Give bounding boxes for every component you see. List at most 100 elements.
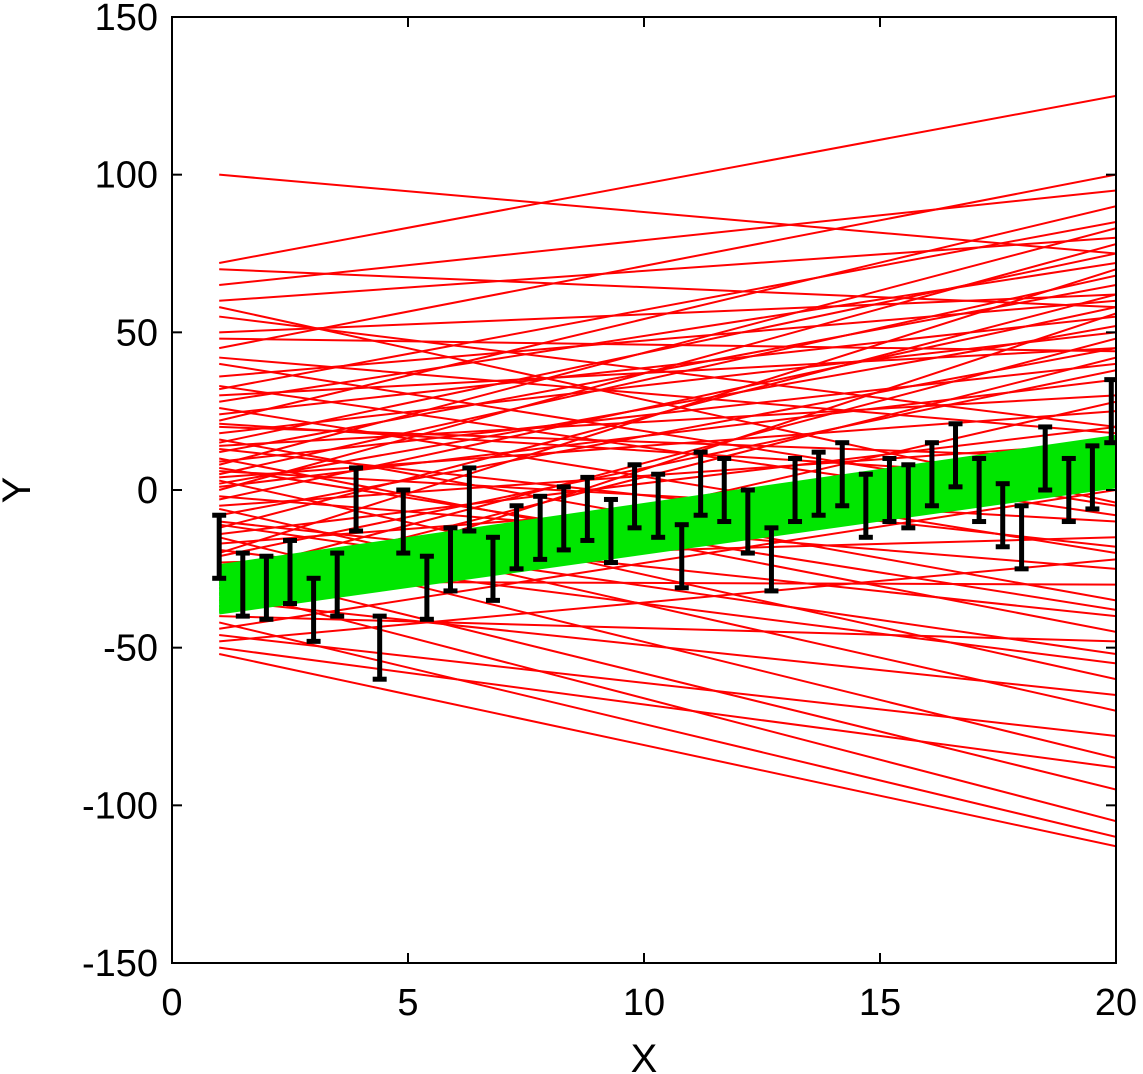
data-point-errorbar [972,455,987,525]
data-point-errorbar [485,534,500,603]
prior-sample-line [219,410,1116,479]
data-point-errorbar [948,421,963,490]
prior-sample-line [219,425,1116,536]
y-tick-label: 100 [95,155,158,197]
y-axis-label: Y [0,477,39,504]
posterior-sample-line [218,459,1116,590]
posterior-sample-line [218,455,1116,587]
posterior-sample-line [218,441,1116,574]
data-point-errorbar [1014,503,1029,572]
data-point-errorbar [396,487,411,556]
prior-sample-line [219,646,1116,769]
data-point-errorbar [924,440,939,509]
prior-sample-line [219,94,1116,264]
data-point-errorbar [419,553,434,622]
posterior-sample-line [218,462,1116,594]
data-point-errorbar [1085,443,1100,512]
posterior-sample-line [218,445,1116,577]
data-point-errorbar [603,496,618,566]
prior-sample-line [219,347,1116,397]
posterior-sample-line [218,434,1116,568]
posterior-sample-line [218,485,1116,615]
prior-sample-line [219,378,1116,488]
prior-sample-line [219,189,1116,287]
data-point-errorbar [882,455,897,525]
x-tick-label: 10 [623,982,665,1024]
data-point-errorbar [764,525,779,594]
posterior-sample-line [218,440,1116,573]
data-point-errorbar [740,487,755,556]
posterior-sample-line [218,454,1116,586]
posterior-sample-line [218,461,1116,592]
data-point-errorbar [509,503,524,572]
prior-sample-line [218,306,1116,501]
prior-sample-line [219,634,1116,737]
y-tick-label: 0 [137,470,158,512]
prior-sample-line [219,362,1116,463]
y-tick-label: 150 [95,0,158,39]
data-point-errorbar [330,550,345,619]
posterior-sample-line [218,471,1116,602]
y-tick-label: -100 [82,785,158,827]
data-points [212,377,1116,682]
posterior-sample-line [218,457,1116,589]
prior-sample-line [219,489,1116,630]
prior-sample-line [219,356,1116,435]
data-point-errorbar [580,474,595,543]
prior-sample-line [219,173,1116,350]
posterior-sample-line [218,476,1116,607]
data-point-errorbar [283,537,297,607]
prior-sample-line [218,227,1116,466]
prior-sample-line [219,236,1116,302]
prior-sample-line [219,599,1116,696]
data-point-errorbar [443,525,458,594]
prior-sample-line [219,615,1116,643]
data-point-errorbar [533,493,548,562]
y-tick-label: -150 [82,943,158,985]
data-point-errorbar [235,550,250,619]
posterior-sample-line [218,480,1116,610]
y-tick-label: -50 [103,628,158,670]
data-point-errorbar [556,484,571,553]
data-point-errorbar [627,462,642,531]
data-point-errorbar [349,465,364,534]
prior-sample-line [218,621,1116,838]
y-tick-label: 50 [116,312,158,354]
data-point-errorbar [306,575,321,644]
posterior-sample-line [218,478,1116,608]
data-point-errorbar [995,481,1010,550]
prior-sample-line [219,520,1116,618]
axis-ticks: 0 5 10 15 20 -150 -100 -50 0 50 100 150 [82,0,1137,1024]
x-tick-label: 15 [859,982,901,1024]
data-point-errorbar [1061,455,1076,525]
prior-sample-line [219,261,1116,403]
prior-sample-line [218,337,1116,577]
prior-sample-line [218,369,1116,558]
prior-sample-line [218,274,1116,476]
data-point-errorbar [901,462,916,531]
prior-sample-line [219,448,1116,548]
posterior-sample-line [218,438,1116,571]
prior-sample-line [219,394,1116,447]
x-axis-label: X [631,1037,658,1074]
data-point-errorbar [1038,424,1053,493]
x-tick-label: 20 [1095,982,1137,1024]
posterior-sample-line [218,443,1116,576]
posterior-sample-line [218,464,1116,595]
posterior-sample-line [218,474,1116,605]
posterior-sample-line [218,469,1116,600]
x-tick-label: 5 [397,982,418,1024]
plot-lines [218,94,1116,848]
posterior-sample-line [218,483,1116,613]
posterior-sample-line [218,447,1116,579]
data-point-errorbar [259,553,274,622]
prior-sample-line [218,243,1116,491]
posterior-sample-line [218,450,1116,582]
prior-sample-line [218,507,1116,712]
prior-sample-line [219,337,1116,353]
prior-sample-line [218,652,1116,848]
data-point-errorbar [811,449,826,518]
data-point-errorbar [651,471,666,540]
prior-sample-line [219,558,1116,643]
